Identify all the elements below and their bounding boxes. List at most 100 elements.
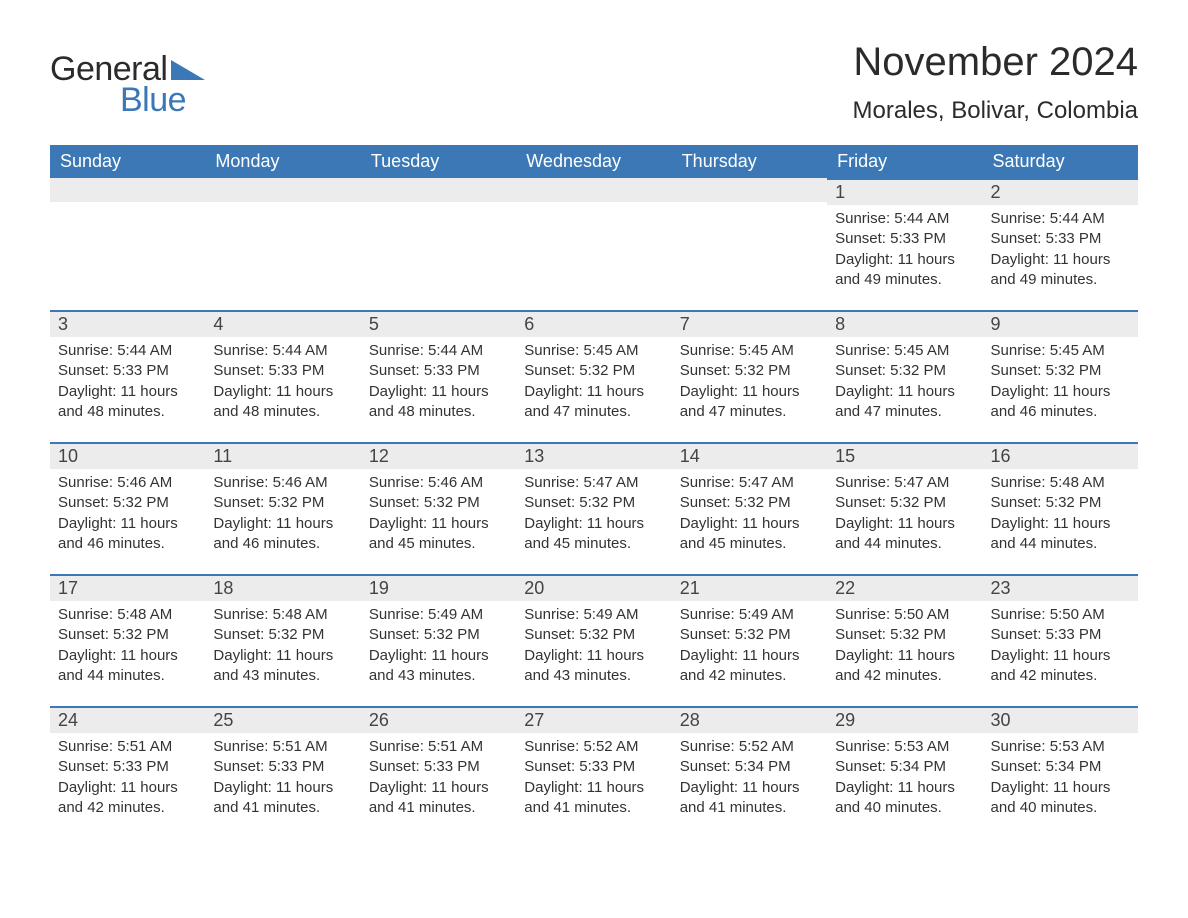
day-number: 28	[672, 706, 827, 733]
day-details: Sunrise: 5:44 AMSunset: 5:33 PMDaylight:…	[50, 337, 205, 430]
calendar-cell: 28Sunrise: 5:52 AMSunset: 5:34 PMDayligh…	[672, 706, 827, 838]
calendar-cell: 6Sunrise: 5:45 AMSunset: 5:32 PMDaylight…	[516, 310, 671, 442]
sunset-text: Sunset: 5:33 PM	[369, 361, 508, 381]
day-details: Sunrise: 5:45 AMSunset: 5:32 PMDaylight:…	[983, 337, 1138, 430]
daylight-text: Daylight: 11 hours and 49 minutes.	[835, 250, 974, 291]
day-details: Sunrise: 5:50 AMSunset: 5:32 PMDaylight:…	[827, 601, 982, 694]
day-number: 21	[672, 574, 827, 601]
calendar-cell: 17Sunrise: 5:48 AMSunset: 5:32 PMDayligh…	[50, 574, 205, 706]
day-details: Sunrise: 5:44 AMSunset: 5:33 PMDaylight:…	[205, 337, 360, 430]
sunset-text: Sunset: 5:32 PM	[991, 361, 1130, 381]
weekday-header: Thursday	[672, 145, 827, 178]
calendar-cell: 15Sunrise: 5:47 AMSunset: 5:32 PMDayligh…	[827, 442, 982, 574]
location-subtitle: Morales, Bolivar, Colombia	[853, 97, 1138, 125]
calendar-cell: 24Sunrise: 5:51 AMSunset: 5:33 PMDayligh…	[50, 706, 205, 838]
sunset-text: Sunset: 5:32 PM	[835, 625, 974, 645]
sunset-text: Sunset: 5:32 PM	[680, 625, 819, 645]
sunset-text: Sunset: 5:33 PM	[58, 757, 197, 777]
day-details: Sunrise: 5:53 AMSunset: 5:34 PMDaylight:…	[983, 733, 1138, 826]
sunrise-text: Sunrise: 5:47 AM	[835, 473, 974, 493]
sunset-text: Sunset: 5:33 PM	[369, 757, 508, 777]
calendar-cell: 2 Sunrise: 5:44 AMSunset: 5:33 PMDaylight…	[983, 178, 1138, 310]
day-details: Sunrise: 5:46 AMSunset: 5:32 PMDaylight:…	[205, 469, 360, 562]
day-details: Sunrise: 5:53 AMSunset: 5:34 PMDaylight:…	[827, 733, 982, 826]
weekday-header: Monday	[205, 145, 360, 178]
sunset-text: Sunset: 5:32 PM	[524, 493, 663, 513]
sunset-text: Sunset: 5:32 PM	[58, 493, 197, 513]
sunrise-text: Sunrise: 5:52 AM	[680, 737, 819, 757]
daylight-text: Daylight: 11 hours and 42 minutes.	[835, 646, 974, 687]
calendar-cell	[361, 178, 516, 310]
day-number: 30	[983, 706, 1138, 733]
day-number: 26	[361, 706, 516, 733]
brand-word2: Blue	[120, 81, 186, 120]
daylight-text: Daylight: 11 hours and 49 minutes.	[991, 250, 1130, 291]
day-details: Sunrise: 5:49 AMSunset: 5:32 PMDaylight:…	[516, 601, 671, 694]
sunset-text: Sunset: 5:32 PM	[58, 625, 197, 645]
calendar-table: Sunday Monday Tuesday Wednesday Thursday…	[50, 145, 1138, 838]
sunset-text: Sunset: 5:33 PM	[524, 757, 663, 777]
day-number: 22	[827, 574, 982, 601]
calendar-cell: 21Sunrise: 5:49 AMSunset: 5:32 PMDayligh…	[672, 574, 827, 706]
weekday-header: Wednesday	[516, 145, 671, 178]
daylight-text: Daylight: 11 hours and 40 minutes.	[835, 778, 974, 819]
day-number: 27	[516, 706, 671, 733]
calendar-cell: 9Sunrise: 5:45 AMSunset: 5:32 PMDaylight…	[983, 310, 1138, 442]
calendar-cell: 27Sunrise: 5:52 AMSunset: 5:33 PMDayligh…	[516, 706, 671, 838]
day-number: 1	[827, 178, 982, 205]
sunset-text: Sunset: 5:33 PM	[991, 229, 1130, 249]
calendar-cell: 13Sunrise: 5:47 AMSunset: 5:32 PMDayligh…	[516, 442, 671, 574]
daylight-text: Daylight: 11 hours and 47 minutes.	[524, 382, 663, 423]
day-details: Sunrise: 5:44 AMSunset: 5:33 PMDaylight:…	[361, 337, 516, 430]
day-details: Sunrise: 5:51 AMSunset: 5:33 PMDaylight:…	[50, 733, 205, 826]
calendar-cell	[205, 178, 360, 310]
day-details: Sunrise: 5:48 AMSunset: 5:32 PMDaylight:…	[205, 601, 360, 694]
sunrise-text: Sunrise: 5:51 AM	[58, 737, 197, 757]
sunset-text: Sunset: 5:33 PM	[213, 361, 352, 381]
daylight-text: Daylight: 11 hours and 43 minutes.	[369, 646, 508, 687]
calendar-cell: 25Sunrise: 5:51 AMSunset: 5:33 PMDayligh…	[205, 706, 360, 838]
calendar-body: 1Sunrise: 5:44 AMSunset: 5:33 PMDaylight…	[50, 178, 1138, 838]
day-details: Sunrise: 5:48 AMSunset: 5:32 PMDaylight:…	[983, 469, 1138, 562]
sunrise-text: Sunrise: 5:44 AM	[991, 209, 1130, 229]
daylight-text: Daylight: 11 hours and 42 minutes.	[58, 778, 197, 819]
day-details: Sunrise: 5:49 AMSunset: 5:32 PMDaylight:…	[672, 601, 827, 694]
sunrise-text: Sunrise: 5:53 AM	[991, 737, 1130, 757]
day-number: 25	[205, 706, 360, 733]
day-number: 18	[205, 574, 360, 601]
day-number: 2	[983, 178, 1138, 205]
day-number: 29	[827, 706, 982, 733]
sunrise-text: Sunrise: 5:45 AM	[680, 341, 819, 361]
weekday-header-row: Sunday Monday Tuesday Wednesday Thursday…	[50, 145, 1138, 178]
calendar-week-row: 10Sunrise: 5:46 AMSunset: 5:32 PMDayligh…	[50, 442, 1138, 574]
daylight-text: Daylight: 11 hours and 47 minutes.	[835, 382, 974, 423]
calendar-cell: 26 Sunrise: 5:51 AMSunset: 5:33 PMDayligh…	[361, 706, 516, 838]
day-number: 15	[827, 442, 982, 469]
sunrise-text: Sunrise: 5:44 AM	[213, 341, 352, 361]
daylight-text: Daylight: 11 hours and 46 minutes.	[991, 382, 1130, 423]
sunrise-text: Sunrise: 5:45 AM	[835, 341, 974, 361]
sunset-text: Sunset: 5:34 PM	[680, 757, 819, 777]
sunrise-text: Sunrise: 5:48 AM	[58, 605, 197, 625]
sunrise-text: Sunrise: 5:51 AM	[369, 737, 508, 757]
sunrise-text: Sunrise: 5:49 AM	[369, 605, 508, 625]
sunrise-text: Sunrise: 5:46 AM	[213, 473, 352, 493]
sunrise-text: Sunrise: 5:49 AM	[680, 605, 819, 625]
daylight-text: Daylight: 11 hours and 41 minutes.	[369, 778, 508, 819]
sunrise-text: Sunrise: 5:49 AM	[524, 605, 663, 625]
sunrise-text: Sunrise: 5:51 AM	[213, 737, 352, 757]
day-number: 9	[983, 310, 1138, 337]
day-details: Sunrise: 5:47 AMSunset: 5:32 PMDaylight:…	[516, 469, 671, 562]
sunset-text: Sunset: 5:33 PM	[213, 757, 352, 777]
day-number: 7	[672, 310, 827, 337]
empty-day-header	[672, 178, 827, 202]
day-details: Sunrise: 5:50 AMSunset: 5:33 PMDaylight:…	[983, 601, 1138, 694]
sunrise-text: Sunrise: 5:50 AM	[991, 605, 1130, 625]
calendar-cell: 3Sunrise: 5:44 AMSunset: 5:33 PMDaylight…	[50, 310, 205, 442]
daylight-text: Daylight: 11 hours and 48 minutes.	[58, 382, 197, 423]
sunset-text: Sunset: 5:32 PM	[991, 493, 1130, 513]
calendar-cell: 23Sunrise: 5:50 AMSunset: 5:33 PMDayligh…	[983, 574, 1138, 706]
daylight-text: Daylight: 11 hours and 43 minutes.	[524, 646, 663, 687]
calendar-cell: 16Sunrise: 5:48 AMSunset: 5:32 PMDayligh…	[983, 442, 1138, 574]
empty-day-header	[516, 178, 671, 202]
